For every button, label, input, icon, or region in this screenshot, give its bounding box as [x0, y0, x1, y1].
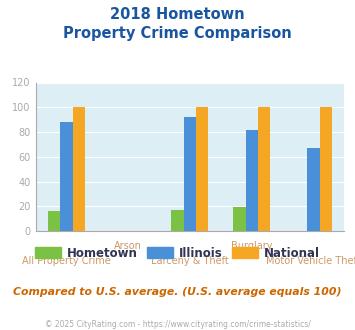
Text: All Property Crime: All Property Crime — [22, 256, 111, 266]
Bar — [196, 107, 208, 231]
Bar — [184, 117, 196, 231]
Bar — [246, 129, 258, 231]
Bar — [320, 107, 332, 231]
Legend: Hometown, Illinois, National: Hometown, Illinois, National — [35, 247, 320, 260]
Bar — [258, 107, 270, 231]
Bar — [233, 208, 246, 231]
Bar — [60, 122, 72, 231]
Bar — [307, 148, 320, 231]
Bar — [72, 107, 85, 231]
Text: Compared to U.S. average. (U.S. average equals 100): Compared to U.S. average. (U.S. average … — [13, 287, 342, 297]
Bar — [48, 211, 60, 231]
Text: Burglary: Burglary — [231, 241, 272, 251]
Text: © 2025 CityRating.com - https://www.cityrating.com/crime-statistics/: © 2025 CityRating.com - https://www.city… — [45, 320, 310, 329]
Text: Larceny & Theft: Larceny & Theft — [151, 256, 229, 266]
Text: 2018 Hometown
Property Crime Comparison: 2018 Hometown Property Crime Comparison — [63, 7, 292, 41]
Text: Arson: Arson — [114, 241, 142, 251]
Text: Motor Vehicle Theft: Motor Vehicle Theft — [266, 256, 355, 266]
Bar — [171, 210, 184, 231]
